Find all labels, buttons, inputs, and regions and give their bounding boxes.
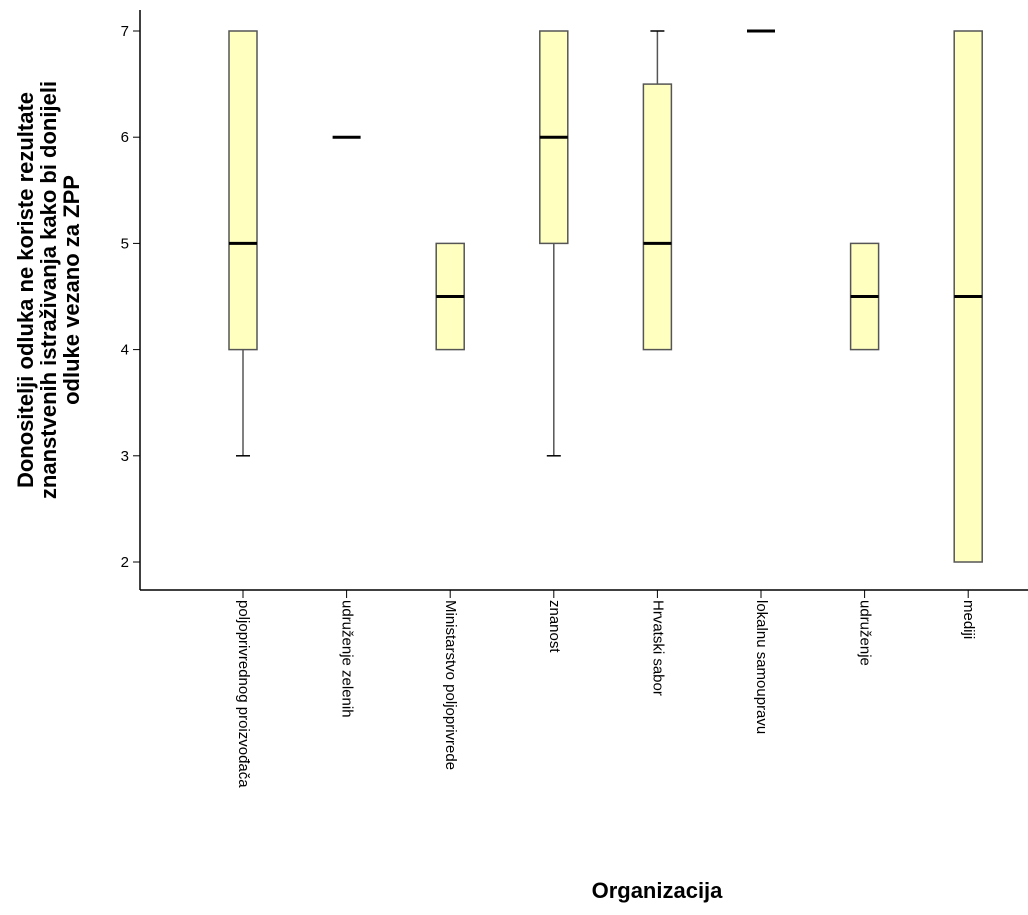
y-axis-title-line: znanstvenih istraživanja kako bi donijel… [36,81,61,499]
box-5 [642,30,673,351]
box-rect [228,30,258,351]
box-4 [539,30,569,457]
x-category-label: poljoprivrednog proizvođača [235,600,252,788]
y-tick-label: 6 [121,129,129,146]
x-category-label: udruženje [857,600,874,666]
y-tick-label: 4 [121,342,129,359]
x-category-label: lokalnu samoupravu [753,600,770,734]
box-8 [953,30,983,563]
x-category-label: znanost [546,600,563,653]
labels: 2 3 4 5 6 7 poljoprivrednog proizvođača udružen… [13,23,977,903]
box-rect [642,83,673,351]
y-tick-label: 7 [121,23,129,40]
boxes [228,29,983,563]
y-axis-title-line: odluke vezano za ZPP [59,175,84,405]
box-3 [435,242,465,351]
x-category-label: mediji [960,600,977,639]
box-7 [849,242,880,351]
y-axis-title: Donositelji odluka ne koriste rezultatez… [13,81,84,499]
x-axis-title: Organizacija [592,878,724,903]
box-1 [228,30,258,457]
x-category-label: Hrvatski sabor [649,600,666,696]
x-category-label: Ministarstvo poljoprivrede [442,600,459,770]
x-category-label: udruženje zelenih [339,600,356,718]
y-tick-label: 5 [121,235,129,252]
y-tick-label: 2 [121,554,129,571]
y-tick-label: 3 [121,448,129,465]
axes [133,10,1028,598]
y-axis-title-line: Donositelji odluka ne koriste rezultate [13,92,38,488]
